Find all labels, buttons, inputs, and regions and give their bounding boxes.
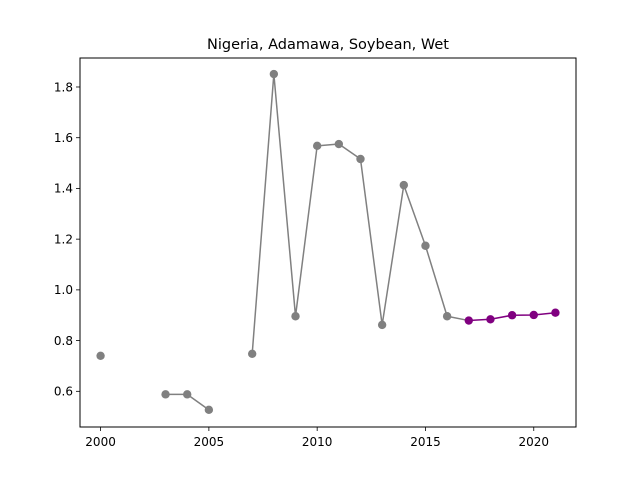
y-tick-label: 1.0 <box>54 283 73 297</box>
plot-area <box>96 69 560 415</box>
data-point-2005 <box>204 405 214 415</box>
data-point-2016 <box>442 312 452 321</box>
data-point-2012 <box>356 154 365 164</box>
data-point-2021 <box>551 308 560 317</box>
x-tick-label: 2015 <box>410 435 441 449</box>
data-point-2004 <box>183 390 192 399</box>
data-point-2014 <box>399 180 409 190</box>
data-point-2013 <box>377 320 387 330</box>
data-point-2009 <box>291 312 300 321</box>
data-point-2017 <box>464 316 473 325</box>
x-axis: 2000 2005 2010 2015 2020 <box>85 427 549 449</box>
x-tick-label: 2010 <box>302 435 333 449</box>
series-0-line-segment-2 <box>251 73 448 354</box>
data-point-2010 <box>312 141 322 151</box>
data-point-2008 <box>269 69 279 79</box>
data-point-2019 <box>507 311 517 320</box>
data-point-2015 <box>421 241 430 250</box>
y-tick-label: 1.8 <box>54 80 73 94</box>
x-tick-label: 2005 <box>194 435 225 449</box>
y-tick-label: 0.6 <box>54 385 73 399</box>
data-point-2011 <box>334 139 344 149</box>
y-axis: 0.6 0.8 1.0 1.2 1.4 1.6 1.8 <box>54 80 80 399</box>
x-tick-label: 2020 <box>518 435 549 449</box>
axes-frame <box>79 57 577 428</box>
chart-title: Nigeria, Adamawa, Soybean, Wet <box>207 37 449 53</box>
data-point-2018 <box>486 315 495 324</box>
y-tick-label: 1.2 <box>54 232 73 246</box>
y-tick-label: 1.4 <box>54 182 73 196</box>
data-point-2003 <box>161 390 170 399</box>
data-point-2007 <box>247 349 257 358</box>
data-point-2000 <box>96 351 105 361</box>
y-tick-label: 0.8 <box>54 334 73 348</box>
y-tick-label: 1.6 <box>54 131 73 145</box>
x-tick-label: 2000 <box>85 435 116 449</box>
data-point-2020 <box>529 310 538 320</box>
